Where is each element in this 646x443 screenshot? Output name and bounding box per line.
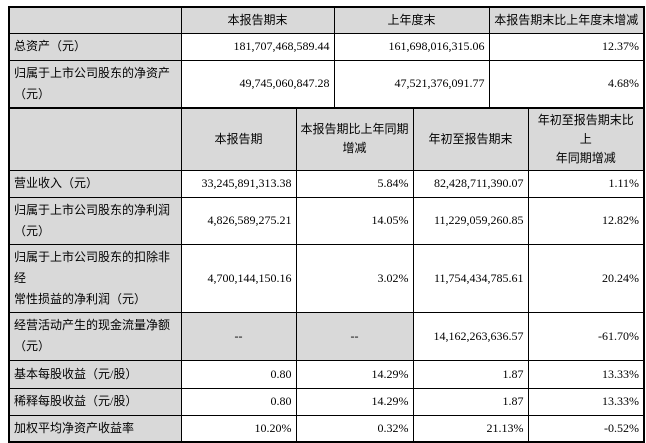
value-cell: 0.80 xyxy=(181,360,296,388)
table-row: 经营活动产生的现金流量净额 （元） -- -- 14,162,263,636.5… xyxy=(9,312,644,360)
table-row: 基本每股收益（元/股） 0.80 14.29% 1.87 13.33% xyxy=(9,360,644,388)
value-cell: 0.32% xyxy=(296,415,413,442)
corner-cell xyxy=(9,7,181,33)
table-row: 稀释每股收益（元/股） 0.80 14.29% 1.87 13.33% xyxy=(9,388,644,415)
value-cell: 14.29% xyxy=(296,360,413,388)
col-header-current-period-end: 本报告期末 xyxy=(181,7,334,33)
value-cell: 0.80 xyxy=(181,388,296,415)
value-cell: 14.29% xyxy=(296,388,413,415)
value-cell: 11,229,059,260.85 xyxy=(413,197,528,244)
table-row: 归属于上市公司股东的净利润 （元） 4,826,589,275.21 14.05… xyxy=(9,197,644,244)
table-row: 加权平均净资产收益率 10.20% 0.32% 21.13% -0.52% xyxy=(9,415,644,442)
row-label-net-profit: 归属于上市公司股东的净利润 （元） xyxy=(9,197,181,244)
table-row: 营业收入（元） 33,245,891,313.38 5.84% 82,428,7… xyxy=(9,170,644,197)
value-cell: 5.84% xyxy=(296,170,413,197)
row-label-basic-eps: 基本每股收益（元/股） xyxy=(9,360,181,388)
table-row: 归属于上市公司股东的净资产 （元） 49,745,060,847.28 47,5… xyxy=(9,60,644,108)
value-cell: 1.87 xyxy=(413,388,528,415)
col-header-prior-year-end: 上年度末 xyxy=(334,7,489,33)
value-cell: 14.05% xyxy=(296,197,413,244)
row-label-weighted-average-roe: 加权平均净资产收益率 xyxy=(9,415,181,442)
value-cell: 181,707,468,589.44 xyxy=(181,33,334,60)
value-cell-not-applicable: -- xyxy=(296,312,413,360)
value-cell: 49,745,060,847.28 xyxy=(181,60,334,108)
row-label-net-profit-excl-nonrecurring: 归属于上市公司股东的扣除非经 常性损益的净利润（元） xyxy=(9,244,181,312)
value-cell: 33,245,891,313.38 xyxy=(181,170,296,197)
row-label-net-assets: 归属于上市公司股东的净资产 （元） xyxy=(9,60,181,108)
value-cell: 13.33% xyxy=(528,360,644,388)
value-cell: 4.68% xyxy=(489,60,644,108)
value-cell: 3.02% xyxy=(296,244,413,312)
table-row: 本报告期 本报告期比上年同期 增减 年初至报告期末 年初至报告期末比上 年同期增… xyxy=(9,108,644,170)
value-cell: 82,428,711,390.07 xyxy=(413,170,528,197)
value-cell: 1.87 xyxy=(413,360,528,388)
value-cell: -61.70% xyxy=(528,312,644,360)
row-label-total-assets: 总资产（元） xyxy=(9,33,181,60)
col-header-ytd: 年初至报告期末 xyxy=(413,108,528,170)
value-cell: 12.37% xyxy=(489,33,644,60)
table-row: 归属于上市公司股东的扣除非经 常性损益的净利润（元） 4,700,144,150… xyxy=(9,244,644,312)
value-cell: 47,521,376,091.77 xyxy=(334,60,489,108)
col-header-ytd-change: 年初至报告期末比上 年同期增减 xyxy=(528,108,644,170)
value-cell: -0.52% xyxy=(528,415,644,442)
value-cell: 4,826,589,275.21 xyxy=(181,197,296,244)
row-label-diluted-eps: 稀释每股收益（元/股） xyxy=(9,388,181,415)
col-header-period-change: 本报告期比上年同期 增减 xyxy=(296,108,413,170)
row-label-operating-revenue: 营业收入（元） xyxy=(9,170,181,197)
financial-summary-report: 本报告期末 上年度末 本报告期末比上年度末增减 总资产（元） 181,707,4… xyxy=(8,6,643,443)
col-header-current-period: 本报告期 xyxy=(181,108,296,170)
period-end-table: 本报告期末 上年度末 本报告期末比上年度末增减 总资产（元） 181,707,4… xyxy=(8,6,645,109)
value-cell-not-applicable: -- xyxy=(181,312,296,360)
value-cell: 1.11% xyxy=(528,170,644,197)
value-cell: 21.13% xyxy=(413,415,528,442)
value-cell: 12.82% xyxy=(528,197,644,244)
value-cell: 161,698,016,315.06 xyxy=(334,33,489,60)
period-ytd-table: 本报告期 本报告期比上年同期 增减 年初至报告期末 年初至报告期末比上 年同期增… xyxy=(8,108,645,443)
value-cell: 10.20% xyxy=(181,415,296,442)
table-row: 总资产（元） 181,707,468,589.44 161,698,016,31… xyxy=(9,33,644,60)
table-row: 本报告期末 上年度末 本报告期末比上年度末增减 xyxy=(9,7,644,33)
row-label-operating-cash-flow: 经营活动产生的现金流量净额 （元） xyxy=(9,312,181,360)
corner-cell xyxy=(9,108,181,170)
value-cell: 11,754,434,785.61 xyxy=(413,244,528,312)
value-cell: 13.33% xyxy=(528,388,644,415)
value-cell: 4,700,144,150.16 xyxy=(181,244,296,312)
value-cell: 14,162,263,636.57 xyxy=(413,312,528,360)
col-header-period-end-change: 本报告期末比上年度末增减 xyxy=(489,7,644,33)
value-cell: 20.24% xyxy=(528,244,644,312)
